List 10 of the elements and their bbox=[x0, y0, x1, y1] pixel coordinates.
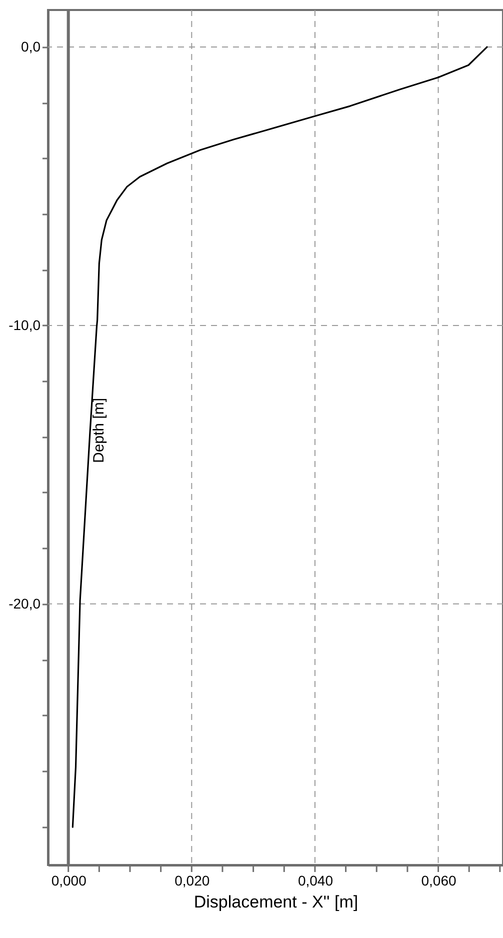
line-series bbox=[72, 46, 488, 828]
x-tick-label: 0,040 bbox=[298, 872, 334, 888]
x-tick-label: 0,000 bbox=[51, 872, 87, 888]
x-tick-label: 0,020 bbox=[174, 872, 210, 888]
y-tick-label: -20,0 bbox=[8, 595, 41, 612]
x-tick-label: 0,060 bbox=[421, 872, 456, 888]
y-tick-label: 0,0 bbox=[21, 38, 41, 55]
y-tick-label: -10,0 bbox=[8, 316, 41, 333]
y-axis-title: Depth [m] bbox=[90, 398, 108, 464]
x-axis-title: Displacement - X'' [m] bbox=[194, 892, 358, 912]
